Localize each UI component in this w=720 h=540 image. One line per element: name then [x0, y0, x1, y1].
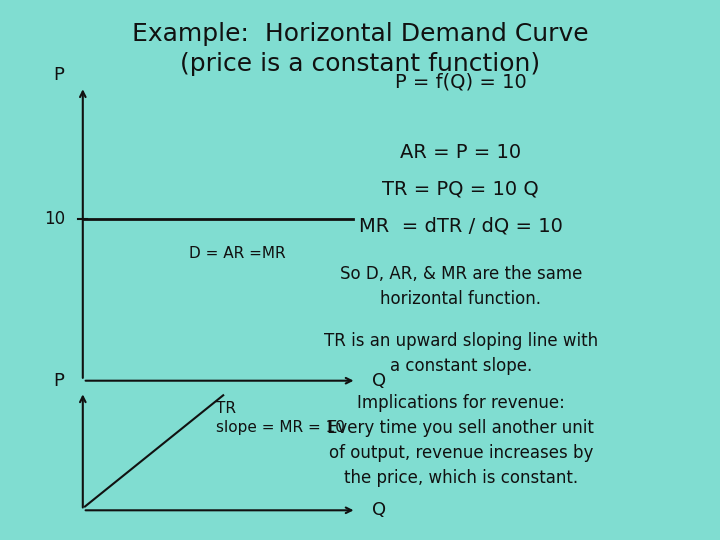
Text: Implications for revenue:
Every time you sell another unit
of output, revenue in: Implications for revenue: Every time you… [328, 394, 594, 487]
Text: P = f(Q) = 10: P = f(Q) = 10 [395, 73, 526, 92]
Text: Q: Q [372, 372, 387, 390]
Text: TR
slope = MR = 10: TR slope = MR = 10 [216, 401, 345, 435]
Text: TR = PQ = 10 Q: TR = PQ = 10 Q [382, 179, 539, 198]
Text: P: P [53, 372, 65, 390]
Text: D = AR =MR: D = AR =MR [189, 246, 286, 261]
Text: TR is an upward sloping line with
a constant slope.: TR is an upward sloping line with a cons… [324, 332, 598, 375]
Text: P: P [53, 66, 65, 84]
Text: Example:  Horizontal Demand Curve
(price is a constant function): Example: Horizontal Demand Curve (price … [132, 22, 588, 76]
Text: So D, AR, & MR are the same
horizontal function.: So D, AR, & MR are the same horizontal f… [340, 265, 582, 308]
Text: 10: 10 [44, 210, 65, 228]
Text: MR  = dTR / dQ = 10: MR = dTR / dQ = 10 [359, 216, 563, 235]
Text: AR = P = 10: AR = P = 10 [400, 143, 521, 162]
Text: Q: Q [372, 501, 387, 519]
